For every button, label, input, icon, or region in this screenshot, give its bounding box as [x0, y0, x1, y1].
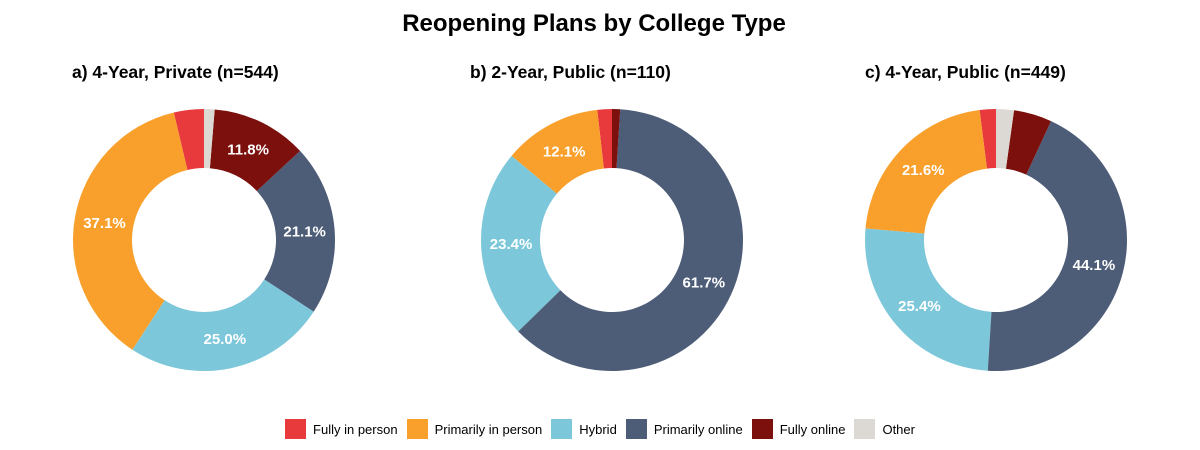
- pct-label-hybrid: 25.0%: [204, 331, 247, 348]
- legend-label-other: Other: [882, 421, 915, 437]
- pct-label-primarily-in-person: 21.6%: [902, 162, 945, 179]
- legend: Fully in person Primarily in person Hybrid…: [0, 419, 1200, 439]
- donut-chart-a: 37.1% 25.0% 21.1% 11.8%: [72, 109, 336, 372]
- pct-label-primarily-online: 21.1%: [283, 224, 326, 241]
- donut-slice-primarily-in-person: [72, 112, 188, 350]
- donut-slice-primarily-online: [256, 150, 336, 312]
- figure-title: Reopening Plans by College Type: [402, 10, 786, 37]
- legend-swatch-fully-in-person: [285, 419, 307, 439]
- donut-slice-other: [204, 109, 215, 169]
- donut-slice-hybrid: [132, 279, 314, 372]
- subplot-title-c: c) 4-Year, Public (n=449): [865, 62, 1066, 82]
- donut-slice-fully-online: [612, 109, 621, 169]
- legend-swatch-hybrid: [551, 419, 573, 439]
- pct-label-hybrid: 23.4%: [490, 236, 533, 253]
- legend-label-hybrid: Hybrid: [579, 421, 617, 437]
- subplot-title-a: a) 4-Year, Private (n=544): [72, 62, 279, 82]
- donut-slice-primarily-online: [518, 109, 743, 372]
- donut-chart-c: 21.6% 25.4% 44.1%: [865, 109, 1127, 371]
- legend-swatch-primarily-online: [625, 419, 647, 439]
- legend-label-fully-online: Fully online: [779, 421, 846, 437]
- donut-slice-fully-online: [1005, 110, 1052, 175]
- pct-label-primarily-online: 44.1%: [1073, 257, 1116, 274]
- pct-label-hybrid: 25.4%: [898, 298, 941, 315]
- donut-slice-other: [996, 109, 1015, 169]
- subplot-title-b: b) 2-Year, Public (n=110): [470, 62, 671, 82]
- legend-item-primarily-in-person: Primarily in person: [406, 419, 543, 439]
- legend-item-fully-in-person: Fully in person: [285, 419, 398, 439]
- pct-label-primarily-online: 61.7%: [683, 274, 726, 291]
- donut-slice-fully-in-person: [173, 109, 204, 170]
- donut-slice-primarily-in-person: [865, 110, 987, 234]
- donut-slice-fully-online: [209, 109, 301, 192]
- donut-slice-fully-in-person: [597, 109, 612, 169]
- legend-item-hybrid: Hybrid: [551, 419, 617, 439]
- pct-label-primarily-in-person: 12.1%: [543, 143, 586, 160]
- donut-slice-primarily-online: [987, 121, 1127, 371]
- legend-swatch-fully-online: [751, 419, 773, 439]
- donut-slice-hybrid: [480, 155, 561, 332]
- donut-slice-hybrid: [865, 228, 992, 371]
- legend-label-fully-in-person: Fully in person: [313, 421, 398, 437]
- legend-item-primarily-online: Primarily online: [625, 419, 743, 439]
- donut-slice-fully-in-person: [979, 109, 996, 169]
- legend-swatch-primarily-in-person: [406, 419, 428, 439]
- donut-slice-primarily-in-person: [511, 109, 604, 194]
- donut-chart-b: 12.1% 23.4% 61.7%: [480, 109, 743, 372]
- legend-item-fully-online: Fully online: [751, 419, 846, 439]
- pct-label-fully-online: 11.8%: [227, 141, 269, 158]
- legend-item-other: Other: [854, 419, 915, 439]
- legend-swatch-other: [854, 419, 876, 439]
- legend-label-primarily-online: Primarily online: [653, 421, 743, 437]
- legend-label-primarily-in-person: Primarily in person: [434, 421, 543, 437]
- pct-label-primarily-in-person: 37.1%: [83, 215, 126, 232]
